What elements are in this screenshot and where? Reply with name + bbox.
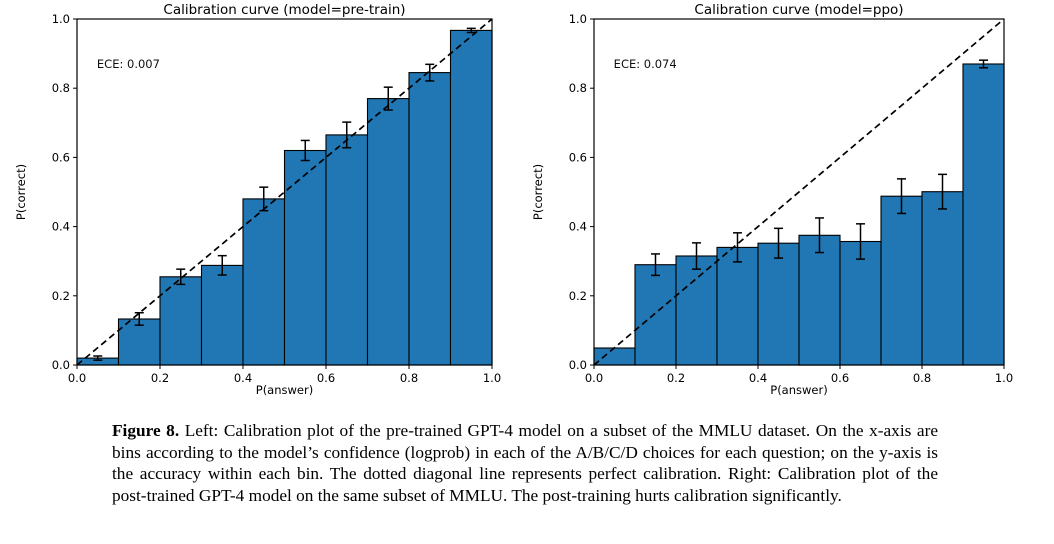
figure-caption-label: Figure 8. <box>112 421 180 440</box>
y-tick-label: 1.0 <box>569 12 587 26</box>
bar <box>200 264 244 366</box>
y-tick-label: 0.2 <box>52 289 70 303</box>
ppo-y-axis-label: P(correct) <box>531 163 545 221</box>
bar <box>593 347 636 366</box>
x-tick-label: 0.6 <box>317 371 335 385</box>
bar <box>716 246 759 366</box>
bar <box>366 98 410 366</box>
bar <box>634 264 677 366</box>
y-tick-label: 0.4 <box>52 220 70 234</box>
bar <box>839 240 882 366</box>
bar <box>408 72 452 366</box>
y-tick-label: 0.4 <box>569 220 587 234</box>
y-tick-label: 0.6 <box>52 150 70 164</box>
calibration-chart-ppo: 0.0 0.2 0.4 0.6 0.8 1.0 0.0 0.2 0.4 0.6 0.8 1.0 Cal… <box>527 0 1054 410</box>
plot-frame <box>76 18 493 366</box>
x-tick-label: 0.8 <box>913 371 931 385</box>
bar <box>449 29 493 366</box>
bar <box>325 134 369 366</box>
x-tick-label: 0.6 <box>831 371 849 385</box>
pretrain-y-axis-label: P(correct) <box>14 163 28 221</box>
figure-caption-text: Left: Calibration plot of the pre-traine… <box>112 421 938 506</box>
x-tick-label: 0.0 <box>585 371 603 385</box>
diagonal-line <box>76 18 493 366</box>
y-tick-label: 0.8 <box>52 81 70 95</box>
bar <box>242 198 286 366</box>
bar <box>675 255 718 366</box>
ppo-plot-svg: 0.0 0.2 0.4 0.6 0.8 1.0 0.0 0.2 0.4 0.6 0.8 1.0 <box>569 12 1013 385</box>
y-tick-label: 0.8 <box>569 81 587 95</box>
diagonal-line <box>593 18 1005 366</box>
x-tick-label: 0.2 <box>667 371 685 385</box>
y-tick-label: 0.2 <box>569 289 587 303</box>
y-tick-label: 0.6 <box>569 150 587 164</box>
bar <box>921 191 964 366</box>
pretrain-chart-title: Calibration curve (model=pre-train) <box>163 2 406 18</box>
figure-caption: Figure 8. Left: Calibration plot of the … <box>112 420 938 507</box>
ppo-x-axis-label: P(answer) <box>770 383 828 397</box>
pretrain-plot-svg: 0.0 0.2 0.4 0.6 0.8 1.0 0.0 0.2 0.4 0.6 0.8 1.0 <box>52 12 501 385</box>
bar <box>798 234 841 366</box>
bar <box>962 63 1005 366</box>
x-tick-label: 0.2 <box>151 371 169 385</box>
pretrain-x-axis-label: P(answer) <box>255 383 314 397</box>
y-tick-label: 0.0 <box>52 358 70 372</box>
y-tick-label: 1.0 <box>52 12 70 26</box>
x-tick-label: 0.0 <box>68 371 86 385</box>
bar <box>757 242 800 366</box>
x-tick-label: 1.0 <box>995 371 1013 385</box>
y-tick-label: 0.0 <box>569 358 587 372</box>
ppo-ece-annotation: ECE: 0.074 <box>613 57 677 71</box>
calibration-chart-pretrain: 0.0 0.2 0.4 0.6 0.8 1.0 0.0 0.2 0.4 0.6 0.8 1.0 Cal… <box>0 0 527 410</box>
x-tick-label: 0.4 <box>749 371 767 385</box>
ppo-chart-title: Calibration curve (model=ppo) <box>694 2 904 18</box>
pretrain-ece-annotation: ECE: 0.007 <box>96 57 160 71</box>
figure-8: 0.0 0.2 0.4 0.6 0.8 1.0 0.0 0.2 0.4 0.6 0.8 1.0 Cal… <box>0 0 1054 410</box>
x-tick-label: 1.0 <box>483 371 501 385</box>
x-tick-label: 0.8 <box>400 371 418 385</box>
bar <box>283 149 327 366</box>
x-tick-label: 0.4 <box>234 371 252 385</box>
plot-frame <box>593 18 1005 366</box>
bar <box>880 195 923 366</box>
